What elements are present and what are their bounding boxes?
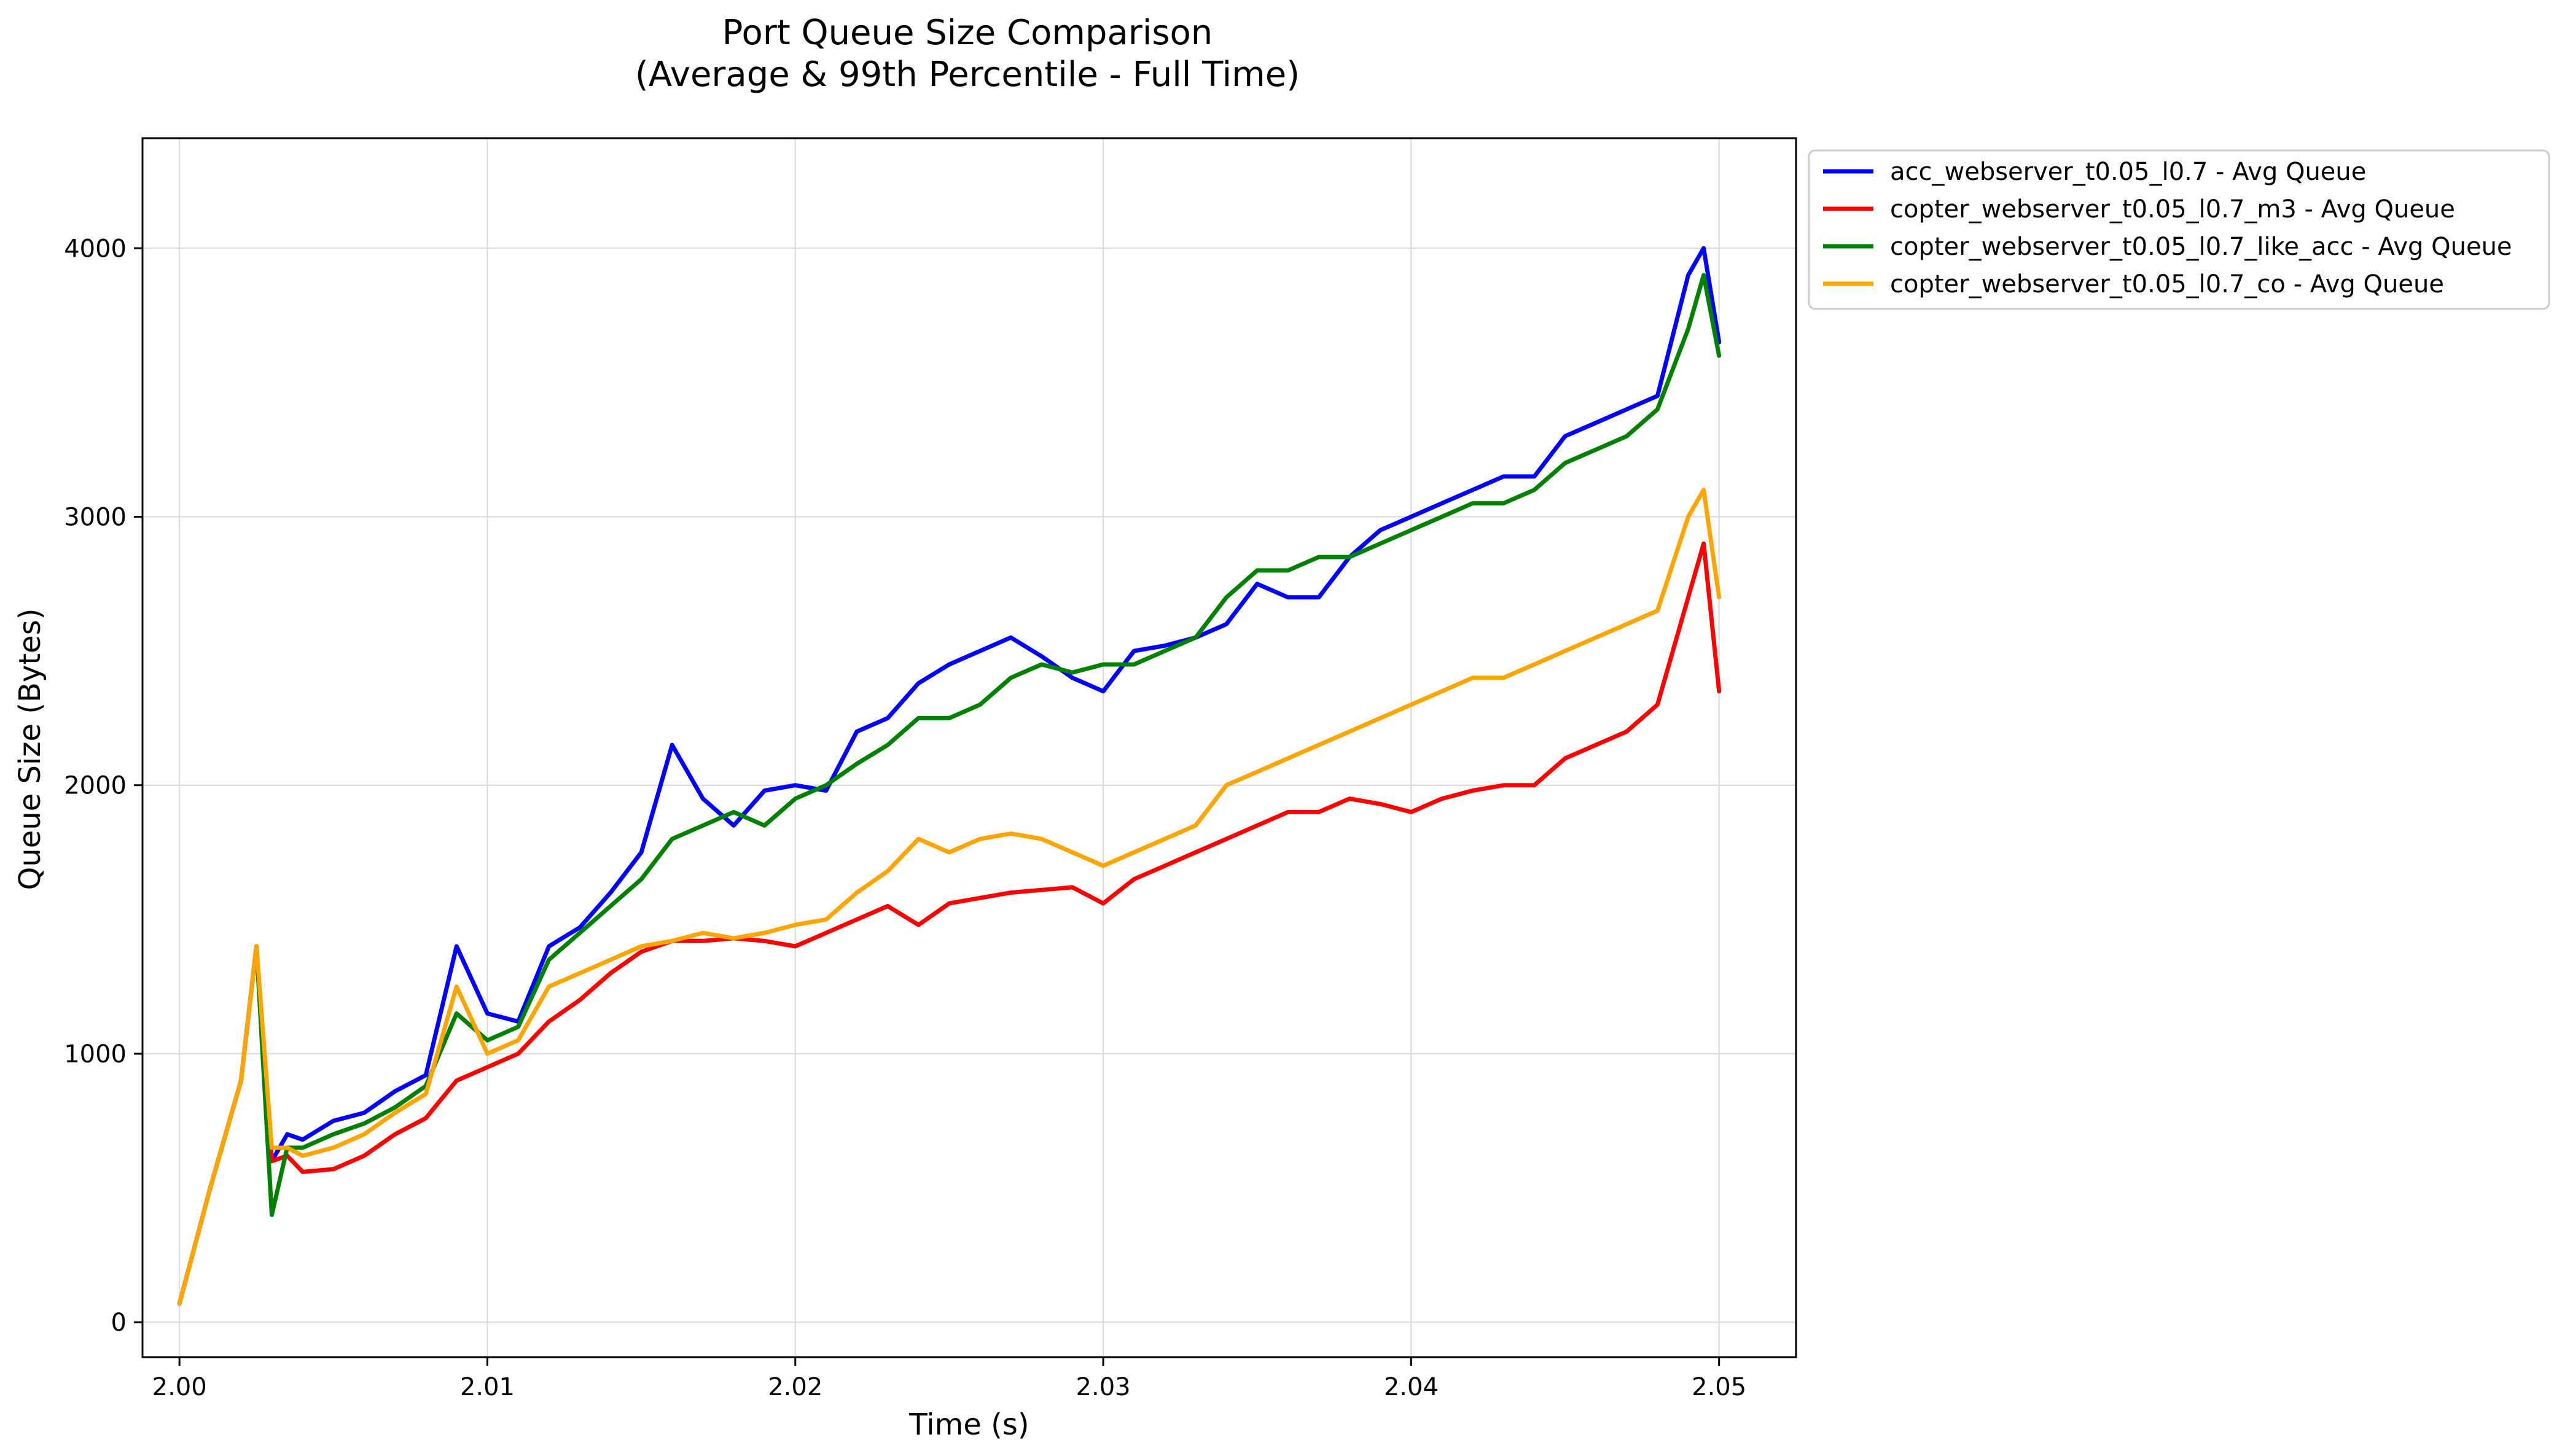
gridlines: [143, 138, 1796, 1357]
series-line-1: [177, 246, 1722, 1306]
x-tick-label: 2.00: [152, 1373, 207, 1401]
x-tick-label: 2.05: [1692, 1373, 1746, 1401]
y-tick-label: 3000: [64, 503, 127, 531]
legend-label-4: copter_webserver_t0.05_l0.7_co - Avg Que…: [1890, 270, 2444, 298]
y-tick-label: 2000: [64, 772, 127, 800]
chart-subtitle: (Average & 99th Percentile - Full Time): [635, 55, 1300, 95]
legend-label-3: copter_webserver_t0.05_l0.7_like_acc - A…: [1890, 233, 2512, 261]
plot-frame: [141, 137, 1797, 1358]
chart-title: Port Queue Size Comparison: [722, 13, 1213, 53]
x-axis-label: Time (s): [908, 1407, 1029, 1442]
y-axis-ticks: 0 1000 2000 3000 4000: [64, 235, 143, 1337]
series-lines: [177, 246, 1722, 1306]
x-tick-label: 2.01: [460, 1373, 515, 1401]
series-line-3: [177, 273, 1722, 1306]
series-line-2: [177, 541, 1722, 1306]
x-axis-ticks: 2.00 2.01 2.02 2.03 2.04 2.05: [152, 1357, 1746, 1401]
series-line-4: [177, 488, 1722, 1306]
y-tick-label: 4000: [64, 235, 127, 263]
legend-label-2: copter_webserver_t0.05_l0.7_m3 - Avg Que…: [1890, 195, 2455, 224]
legend: acc_webserver_t0.05_l0.7 - Avg Queue copt…: [1808, 149, 2550, 310]
y-tick-label: 1000: [64, 1040, 127, 1069]
y-axis-label: Queue Size (Bytes): [13, 609, 47, 890]
x-tick-label: 2.04: [1384, 1373, 1439, 1401]
legend-label-1: acc_webserver_t0.05_l0.7 - Avg Queue: [1890, 158, 2366, 186]
plot-area: [143, 138, 1796, 1357]
x-tick-label: 2.03: [1076, 1373, 1131, 1401]
legend-box: [1808, 149, 2550, 310]
x-tick-label: 2.02: [768, 1373, 822, 1401]
y-tick-label: 0: [111, 1309, 127, 1337]
